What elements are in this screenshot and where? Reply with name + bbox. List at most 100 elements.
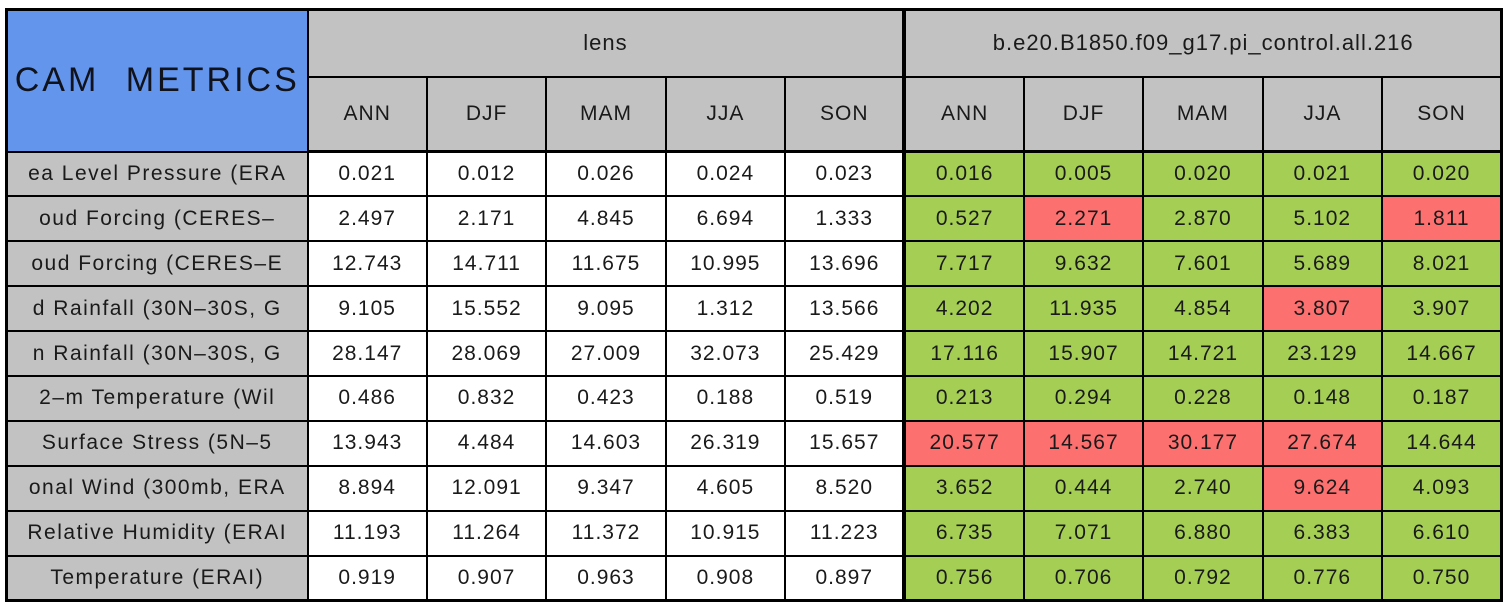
metric-label: Relative Humidity (ERAI [5, 509, 309, 557]
lens-value-cell: 8.894 [306, 464, 428, 512]
group-header-row: CAM METRICS lens b.e20.B1850.f09_g17.pi_… [5, 8, 1503, 153]
lens-value-cell: 0.907 [425, 554, 548, 602]
control-value-cell: 0.776 [1261, 554, 1384, 602]
season-header-mam-lens: MAM [545, 75, 667, 153]
control-value-cell: 7.601 [1142, 240, 1264, 288]
lens-value-cell: 11.372 [545, 509, 667, 557]
lens-value-cell: 0.026 [545, 150, 667, 198]
control-value-cell: 11.935 [1022, 285, 1145, 333]
control-value-cell: 23.129 [1261, 330, 1384, 377]
control-value-cell: 0.792 [1142, 554, 1264, 602]
control-value-cell: 7.717 [902, 240, 1025, 288]
lens-value-cell: 12.743 [306, 240, 428, 288]
group-header-lens: lens [306, 8, 906, 78]
control-value-cell: 3.907 [1381, 285, 1503, 333]
lens-value-cell: 0.021 [306, 150, 428, 198]
lens-value-cell: 13.566 [784, 285, 906, 333]
lens-value-cell: 11.675 [545, 240, 667, 288]
lens-value-cell: 0.188 [664, 374, 787, 422]
metric-label: n Rainfall (30N–30S, G [5, 330, 309, 377]
metric-label: 2–m Temperature (Wil [5, 374, 309, 422]
control-value-cell: 3.807 [1261, 285, 1384, 333]
metric-label: Surface Stress (5N–5 [5, 419, 309, 467]
lens-value-cell: 2.171 [425, 195, 548, 243]
season-header-son-lens: SON [784, 75, 906, 153]
lens-value-cell: 4.845 [545, 195, 667, 243]
metrics-table-wrapper: CAM METRICS lens b.e20.B1850.f09_g17.pi_… [5, 8, 1503, 602]
control-value-cell: 8.021 [1381, 240, 1503, 288]
control-value-cell: 0.148 [1261, 374, 1384, 422]
lens-value-cell: 0.832 [425, 374, 548, 422]
lens-value-cell: 11.264 [425, 509, 548, 557]
control-value-cell: 0.021 [1261, 150, 1384, 198]
metric-label: oud Forcing (CERES–E [5, 240, 309, 288]
lens-value-cell: 0.486 [306, 374, 428, 422]
metric-label: ea Level Pressure (ERA [5, 150, 309, 198]
lens-value-cell: 8.520 [784, 464, 906, 512]
lens-value-cell: 4.484 [425, 419, 548, 467]
lens-value-cell: 0.519 [784, 374, 906, 422]
table-row: oud Forcing (CERES– 2.497 2.171 4.845 6.694 1… [5, 195, 1503, 243]
lens-value-cell: 6.694 [664, 195, 787, 243]
control-value-cell: 14.567 [1022, 419, 1145, 467]
lens-value-cell: 0.919 [306, 554, 428, 602]
table-row: Temperature (ERAI) 0.919 0.907 0.963 0.908 0.… [5, 554, 1503, 602]
lens-value-cell: 1.312 [664, 285, 787, 333]
lens-value-cell: 11.223 [784, 509, 906, 557]
lens-value-cell: 0.024 [664, 150, 787, 198]
table-row: 2–m Temperature (Wil 0.486 0.832 0.423 0.188… [5, 374, 1503, 422]
control-value-cell: 6.880 [1142, 509, 1264, 557]
control-value-cell: 0.750 [1381, 554, 1503, 602]
season-header-jja-control: JJA [1261, 75, 1384, 153]
lens-value-cell: 9.095 [545, 285, 667, 333]
control-value-cell: 17.116 [902, 330, 1025, 377]
control-value-cell: 0.005 [1022, 150, 1145, 198]
lens-value-cell: 0.012 [425, 150, 548, 198]
control-value-cell: 6.735 [902, 509, 1025, 557]
lens-value-cell: 32.073 [664, 330, 787, 377]
control-value-cell: 7.071 [1022, 509, 1145, 557]
table-row: onal Wind (300mb, ERA 8.894 12.091 9.347 4.6… [5, 464, 1503, 512]
lens-value-cell: 28.147 [306, 330, 428, 377]
control-value-cell: 14.667 [1381, 330, 1503, 377]
control-value-cell: 0.016 [902, 150, 1025, 198]
lens-value-cell: 9.105 [306, 285, 428, 333]
control-value-cell: 2.271 [1022, 195, 1145, 243]
group-header-control-run: b.e20.B1850.f09_g17.pi_control.all.216 [902, 8, 1503, 78]
control-value-cell: 4.093 [1381, 464, 1503, 512]
lens-value-cell: 14.711 [425, 240, 548, 288]
control-value-cell: 6.383 [1261, 509, 1384, 557]
lens-value-cell: 15.657 [784, 419, 906, 467]
metric-label: Temperature (ERAI) [5, 554, 309, 602]
control-value-cell: 0.228 [1142, 374, 1264, 422]
table-row: oud Forcing (CERES–E 12.743 14.711 11.675 10… [5, 240, 1503, 288]
lens-value-cell: 10.915 [664, 509, 787, 557]
control-value-cell: 14.644 [1381, 419, 1503, 467]
metric-label: oud Forcing (CERES– [5, 195, 309, 243]
control-value-cell: 5.102 [1261, 195, 1384, 243]
season-header-ann-control: ANN [902, 75, 1025, 153]
lens-value-cell: 10.995 [664, 240, 787, 288]
table-row: n Rainfall (30N–30S, G 28.147 28.069 27.009… [5, 330, 1503, 377]
lens-value-cell: 4.605 [664, 464, 787, 512]
season-header-son-control: SON [1381, 75, 1503, 153]
lens-value-cell: 0.963 [545, 554, 667, 602]
lens-value-cell: 11.193 [306, 509, 428, 557]
control-value-cell: 0.020 [1381, 150, 1503, 198]
cam-metrics-table: CAM METRICS lens b.e20.B1850.f09_g17.pi_… [5, 8, 1503, 602]
lens-value-cell: 0.897 [784, 554, 906, 602]
table-row: Relative Humidity (ERAI 11.193 11.264 11.37… [5, 509, 1503, 557]
lens-value-cell: 14.603 [545, 419, 667, 467]
control-value-cell: 4.854 [1142, 285, 1264, 333]
control-value-cell: 0.706 [1022, 554, 1145, 602]
lens-value-cell: 0.908 [664, 554, 787, 602]
lens-value-cell: 26.319 [664, 419, 787, 467]
lens-value-cell: 13.696 [784, 240, 906, 288]
season-header-djf-lens: DJF [425, 75, 548, 153]
control-value-cell: 0.020 [1142, 150, 1264, 198]
control-value-cell: 2.870 [1142, 195, 1264, 243]
control-value-cell: 0.187 [1381, 374, 1503, 422]
control-value-cell: 9.632 [1022, 240, 1145, 288]
lens-value-cell: 0.423 [545, 374, 667, 422]
lens-value-cell: 12.091 [425, 464, 548, 512]
